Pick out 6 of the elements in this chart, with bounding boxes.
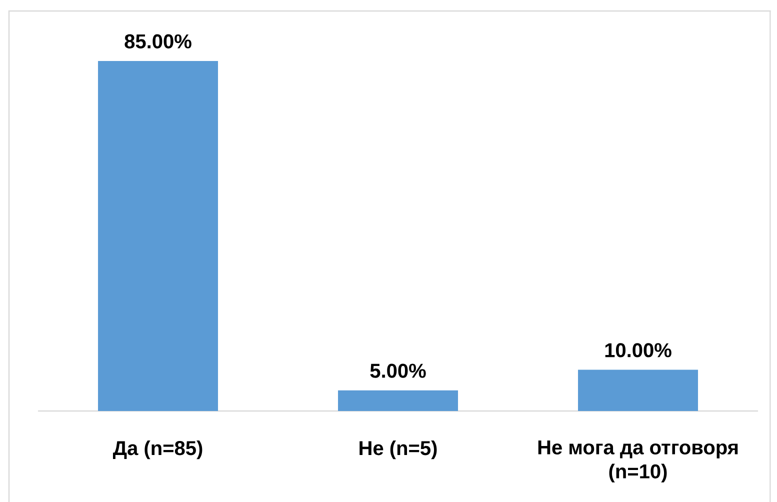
data-label: 5.00% bbox=[370, 364, 426, 378]
x-tick-label: Не мога да отговоря (n=10) bbox=[538, 440, 738, 482]
x-tick-label: Да (n=85) bbox=[112, 440, 202, 460]
data-label: 10.00% bbox=[605, 343, 672, 358]
x-tick-label: Не (n=5) bbox=[360, 440, 437, 460]
data-label: 85.00% bbox=[124, 34, 192, 48]
